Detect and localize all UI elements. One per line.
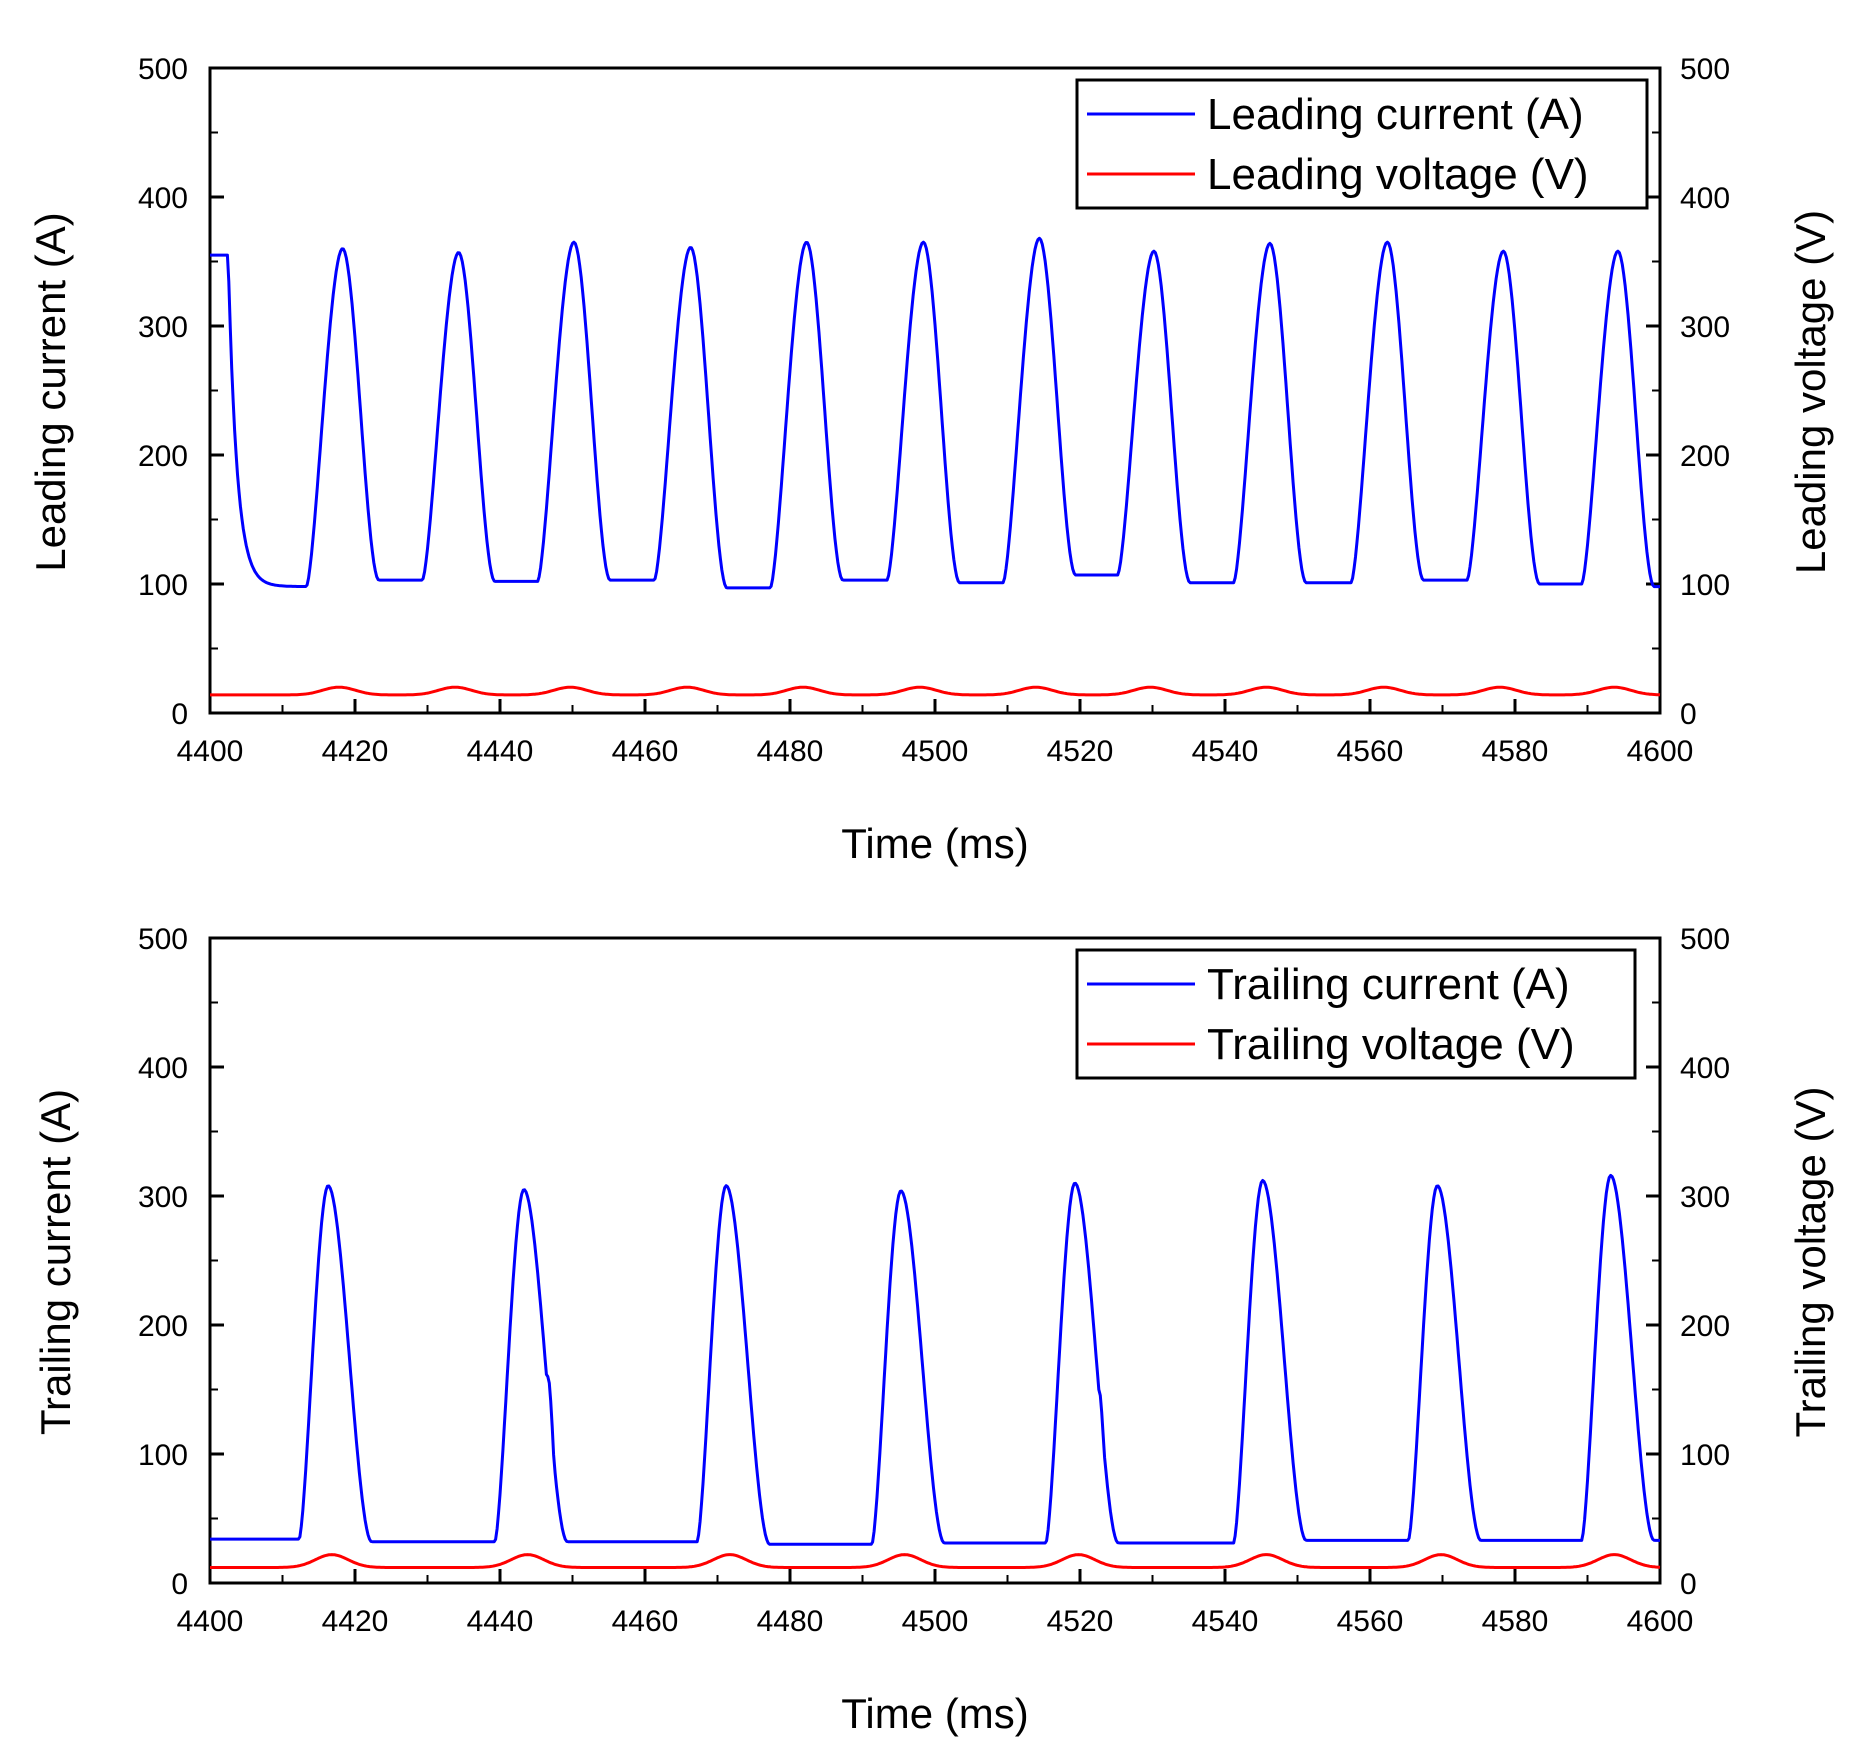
y-tick-label: 300 xyxy=(138,1181,188,1214)
y-axis-title-left: Leading current (A) xyxy=(27,212,74,572)
y-tick-label: 100 xyxy=(138,1439,188,1472)
x-tick-labels: 4400 4420 4440 4460 4480 4500 4520 4540 4560 4580… xyxy=(177,735,1694,768)
x-tick-label: 4440 xyxy=(467,1605,534,1638)
y-tick-labels-right: 0 100 200 300 400 500 xyxy=(1680,53,1730,731)
x-tick-label: 4560 xyxy=(1337,1605,1404,1638)
x-tick-label: 4580 xyxy=(1482,1605,1549,1638)
x-tick-label: 4440 xyxy=(467,735,534,768)
x-tick-label: 4460 xyxy=(612,735,679,768)
y-tick-label-right: 500 xyxy=(1680,53,1730,86)
x-tick-label: 4400 xyxy=(177,735,244,768)
y-ticks-left xyxy=(210,936,224,1585)
legend-label-voltage: Leading voltage (V) xyxy=(1207,150,1589,199)
y-tick-label: 500 xyxy=(138,53,188,86)
y-tick-label-right: 0 xyxy=(1680,1568,1697,1601)
y-tick-label-right: 300 xyxy=(1680,311,1730,344)
y-tick-label: 400 xyxy=(138,1052,188,1085)
y-tick-labels-right: 0 100 200 300 400 500 xyxy=(1680,923,1730,1601)
x-tick-label: 4600 xyxy=(1627,1605,1694,1638)
y-tick-label: 0 xyxy=(171,698,188,731)
y-tick-label: 0 xyxy=(171,1568,188,1601)
chart-trailing: 4400 4420 4440 4460 4480 4500 4520 4540 4560 4580… xyxy=(32,923,1834,1737)
series-line-current xyxy=(209,1173,1660,1546)
y-tick-label-right: 400 xyxy=(1680,182,1730,215)
series-line-voltage xyxy=(210,1553,1661,1569)
y-tick-label: 500 xyxy=(138,923,188,956)
y-tick-label: 200 xyxy=(138,1310,188,1343)
y-axis-title-right: Leading voltage (V) xyxy=(1787,210,1834,574)
legend: Trailing current (A) Trailing voltage (V… xyxy=(1075,948,1637,1080)
y-axis-title-left: Trailing current (A) xyxy=(32,1089,79,1435)
x-tick-label: 4540 xyxy=(1192,1605,1259,1638)
y-tick-label-right: 200 xyxy=(1680,1310,1730,1343)
x-tick-label: 4480 xyxy=(757,735,824,768)
x-axis-title: Time (ms) xyxy=(841,820,1028,867)
legend: Leading current (A) Leading voltage (V) xyxy=(1075,78,1649,210)
chart-leading: 4400 4420 4440 4460 4480 4500 4520 4540 4560 4580… xyxy=(27,53,1834,867)
x-tick-label: 4460 xyxy=(612,1605,679,1638)
y-tick-label-right: 400 xyxy=(1680,1052,1730,1085)
x-tick-label: 4600 xyxy=(1627,735,1694,768)
x-tick-label: 4520 xyxy=(1047,735,1114,768)
y-ticks-left xyxy=(210,66,224,715)
y-tick-label: 300 xyxy=(138,311,188,344)
legend-label-current: Trailing current (A) xyxy=(1207,960,1570,1009)
y-tick-label-right: 0 xyxy=(1680,698,1697,731)
y-tick-label-right: 200 xyxy=(1680,440,1730,473)
legend-label-voltage: Trailing voltage (V) xyxy=(1207,1020,1575,1069)
y-ticks-right xyxy=(1646,936,1660,1585)
y-tick-label: 400 xyxy=(138,182,188,215)
legend-box xyxy=(1075,78,1649,210)
x-tick-label: 4400 xyxy=(177,1605,244,1638)
y-tick-labels-left: 0 100 200 300 400 500 xyxy=(138,53,188,731)
y-tick-label: 200 xyxy=(138,440,188,473)
y-tick-labels-left: 0 100 200 300 400 500 xyxy=(138,923,188,1601)
x-ticks xyxy=(208,1569,1662,1583)
legend-label-current: Leading current (A) xyxy=(1207,90,1584,139)
series-lines xyxy=(209,236,1661,697)
x-tick-label: 4580 xyxy=(1482,735,1549,768)
x-ticks xyxy=(208,699,1662,713)
series-line-current xyxy=(209,236,1660,590)
series-line-voltage xyxy=(210,685,1661,697)
x-axis-title: Time (ms) xyxy=(841,1690,1028,1737)
y-tick-label-right: 100 xyxy=(1680,1439,1730,1472)
x-tick-label: 4500 xyxy=(902,735,969,768)
y-tick-label-right: 300 xyxy=(1680,1181,1730,1214)
x-tick-label: 4420 xyxy=(322,1605,389,1638)
x-tick-label: 4540 xyxy=(1192,735,1259,768)
x-tick-label: 4420 xyxy=(322,735,389,768)
series-lines xyxy=(209,1173,1661,1569)
y-tick-label-right: 500 xyxy=(1680,923,1730,956)
x-tick-label: 4480 xyxy=(757,1605,824,1638)
y-tick-label: 100 xyxy=(138,569,188,602)
x-tick-label: 4520 xyxy=(1047,1605,1114,1638)
y-axis-title-right: Trailing voltage (V) xyxy=(1787,1087,1834,1438)
x-tick-label: 4560 xyxy=(1337,735,1404,768)
legend-box xyxy=(1075,948,1637,1080)
x-tick-label: 4500 xyxy=(902,1605,969,1638)
x-tick-labels: 4400 4420 4440 4460 4480 4500 4520 4540 4560 4580… xyxy=(177,1605,1694,1638)
y-tick-label-right: 100 xyxy=(1680,569,1730,602)
